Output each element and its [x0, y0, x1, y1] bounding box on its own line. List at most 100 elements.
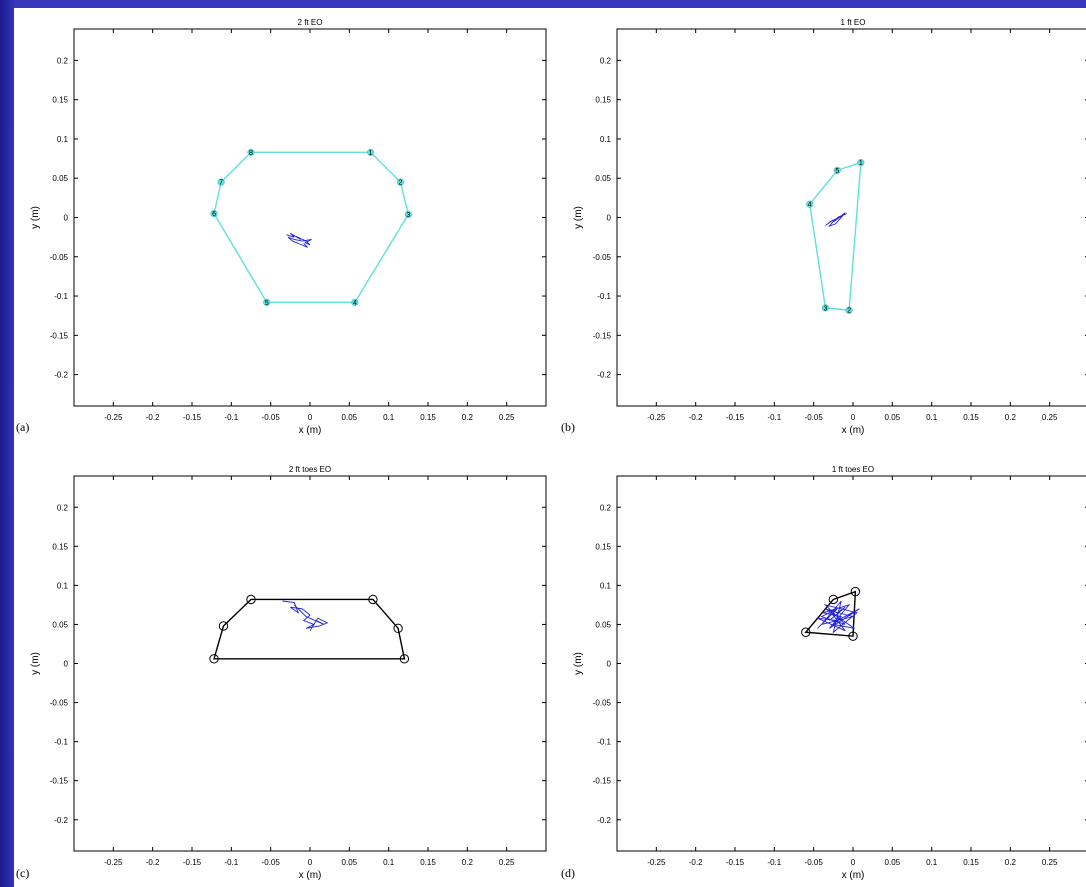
x-tick-label: -0.05 — [805, 858, 824, 867]
panel-label: (a) — [16, 420, 29, 434]
cop-sway-path — [825, 212, 847, 228]
x-tick-label: 0.05 — [885, 413, 901, 422]
vertex-marker — [404, 210, 412, 218]
vertex-label: 8 — [249, 150, 253, 157]
y-tick-label: -0.2 — [54, 816, 68, 825]
x-tick-label: -0.25 — [647, 858, 666, 867]
y-tick-label: 0.05 — [52, 174, 68, 183]
panel-b: -0.25 -0.2 -0.15 -0.1 -0.05 0 0.05 0.1 0.15 0.2 0.… — [561, 18, 1086, 436]
y-tick-label: 0.15 — [52, 96, 68, 105]
support-polygon — [808, 161, 862, 311]
vertex-marker — [399, 654, 410, 664]
vertex-marker — [351, 298, 359, 306]
x-tick-label: -0.05 — [262, 413, 281, 422]
y-tick-label: 0.05 — [595, 174, 611, 183]
vertex-marker — [246, 594, 256, 605]
figure-svg: -0.25 -0.2 -0.15 -0.1 -0.05 0 0.05 0.1 0.15 0.2 0.… — [16, 18, 1086, 881]
x-tick-label: -0.05 — [262, 858, 281, 867]
vertex-marker — [368, 594, 378, 605]
x-tick-label: 0.05 — [342, 413, 358, 422]
vertex-marker — [210, 210, 218, 218]
vertex-marker — [217, 178, 225, 186]
plot-title: 2 ft EO — [298, 18, 323, 27]
x-tick-label: 0.25 — [499, 858, 515, 867]
plot-frame — [73, 475, 547, 852]
plot-title: 1 ft toes EO — [832, 465, 874, 474]
x-tick-label: -0.2 — [146, 858, 160, 867]
x-tick-label: -0.1 — [224, 413, 238, 422]
y-tick-label: 0.15 — [52, 542, 68, 551]
vertex-marker — [833, 166, 841, 174]
y-tick-label: -0.05 — [50, 253, 69, 262]
vertex-label: 2 — [399, 180, 403, 187]
x-axis-label: x (m) — [842, 425, 865, 436]
cop-sway-path — [817, 600, 860, 634]
x-tick-label: -0.05 — [805, 413, 824, 422]
vertex-label: 5 — [835, 168, 839, 175]
x-tick-label: -0.15 — [726, 858, 745, 867]
vertex-label: 2 — [847, 308, 851, 315]
x-tick-label: 0 — [308, 858, 313, 867]
x-tick-label: 0 — [851, 858, 856, 867]
y-tick-label: -0.15 — [593, 777, 612, 786]
vertex-label: 1 — [369, 150, 373, 157]
x-tick-label: -0.15 — [183, 413, 202, 422]
y-tick-label: -0.15 — [50, 331, 69, 340]
y-tick-label: 0.2 — [57, 56, 69, 65]
plot-title: 1 ft EO — [841, 18, 866, 27]
y-tick-label: 0.2 — [600, 56, 612, 65]
x-tick-label: -0.1 — [224, 858, 238, 867]
vertex-label: 4 — [353, 300, 357, 307]
x-tick-label: -0.15 — [726, 413, 745, 422]
y-tick-label: 0 — [64, 214, 69, 223]
cop-sway-path — [282, 600, 329, 631]
vertex-marker — [801, 627, 811, 637]
x-tick-label: 0.1 — [383, 413, 395, 422]
vertex-marker — [857, 158, 865, 167]
vertex-label: 4 — [808, 202, 812, 209]
panel-d: -0.25 -0.2 -0.15 -0.1 -0.05 0 0.05 0.1 0.15 0.2 0.… — [561, 465, 1086, 881]
plot-frame — [616, 475, 1086, 852]
y-tick-label: -0.2 — [54, 371, 68, 380]
y-tick-label: 0 — [607, 214, 612, 223]
y-tick-label: -0.15 — [593, 331, 612, 340]
y-tick-label: -0.2 — [597, 371, 611, 380]
vertex-marker — [845, 306, 853, 314]
x-tick-label: -0.1 — [767, 413, 781, 422]
x-tick-label: 0.1 — [926, 413, 938, 422]
vertex-label: 3 — [406, 212, 410, 219]
x-tick-label: 0.15 — [420, 858, 436, 867]
x-tick-label: 0.1 — [926, 858, 938, 867]
vertex-marker — [367, 148, 375, 156]
vertex-marker — [393, 623, 403, 634]
x-tick-label: 0.2 — [1005, 413, 1017, 422]
x-tick-label: 0.1 — [383, 858, 395, 867]
y-tick-label: 0.1 — [57, 135, 69, 144]
x-tick-label: -0.25 — [647, 413, 666, 422]
x-tick-label: 0.2 — [1005, 858, 1017, 867]
panel-label: (b) — [561, 420, 575, 434]
y-tick-label: 0 — [607, 660, 612, 669]
x-axis-label: x (m) — [299, 425, 322, 436]
vertex-label: 7 — [219, 180, 223, 187]
panel-label: (d) — [561, 866, 575, 880]
x-tick-label: 0.15 — [420, 413, 436, 422]
y-tick-label: -0.1 — [54, 292, 68, 301]
x-tick-label: 0.25 — [499, 413, 515, 422]
y-tick-label: -0.05 — [593, 253, 612, 262]
x-tick-label: -0.2 — [689, 858, 703, 867]
y-tick-label: 0.1 — [600, 581, 612, 590]
y-tick-label: 0.05 — [595, 620, 611, 629]
x-tick-label: 0 — [851, 413, 856, 422]
vertex-label: 5 — [265, 300, 269, 307]
y-tick-label: 0.2 — [57, 503, 69, 512]
y-tick-label: -0.15 — [50, 777, 69, 786]
y-tick-label: 0.1 — [57, 581, 69, 590]
y-axis-label: y (m) — [30, 652, 41, 675]
y-tick-label: -0.2 — [597, 816, 611, 825]
x-tick-label: 0 — [308, 413, 313, 422]
vertex-marker — [806, 200, 814, 208]
x-axis-label: x (m) — [842, 870, 865, 881]
vertex-marker — [218, 621, 229, 631]
vertex-marker — [209, 654, 219, 664]
